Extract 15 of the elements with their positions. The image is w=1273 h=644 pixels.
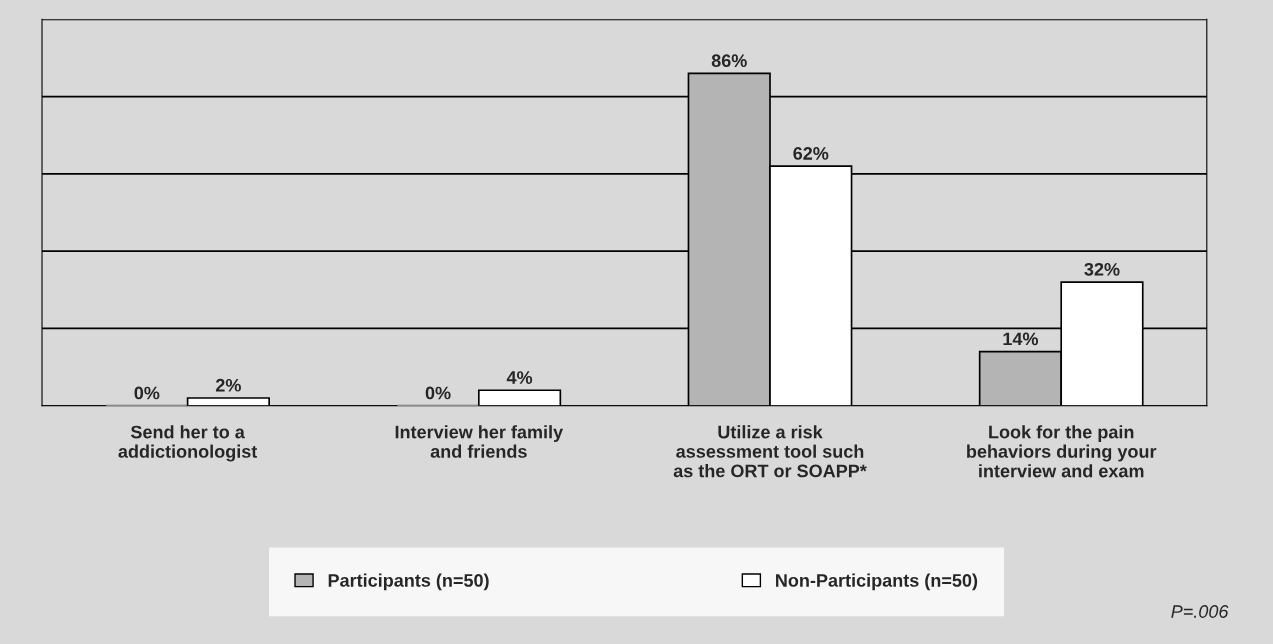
data-label: 2% bbox=[215, 378, 241, 392]
data-label: 86% bbox=[711, 54, 747, 68]
data-label: 62% bbox=[793, 147, 829, 160]
x-tick-label: Look for the pain behaviors during your interview and exam bbox=[967, 425, 1157, 478]
data-label: 32% bbox=[1084, 262, 1120, 276]
legend-label: Participants (n=50) bbox=[328, 573, 489, 591]
x-tick-label: Interview her family and friends bbox=[395, 425, 564, 458]
text: P=.006 bbox=[1171, 605, 1229, 618]
x-tick-label: Send her to a addictionologist bbox=[118, 425, 258, 462]
data-label: 14% bbox=[1003, 332, 1039, 346]
x-tick-label: Utilize a risk assessment tool such as the ORT or SOAPP* bbox=[673, 425, 867, 478]
legend-label: Non-Participants (n=50) bbox=[776, 573, 978, 591]
data-label: 4% bbox=[506, 371, 533, 384]
data-label: 0% bbox=[425, 386, 451, 400]
data-label: 0% bbox=[134, 386, 160, 400]
